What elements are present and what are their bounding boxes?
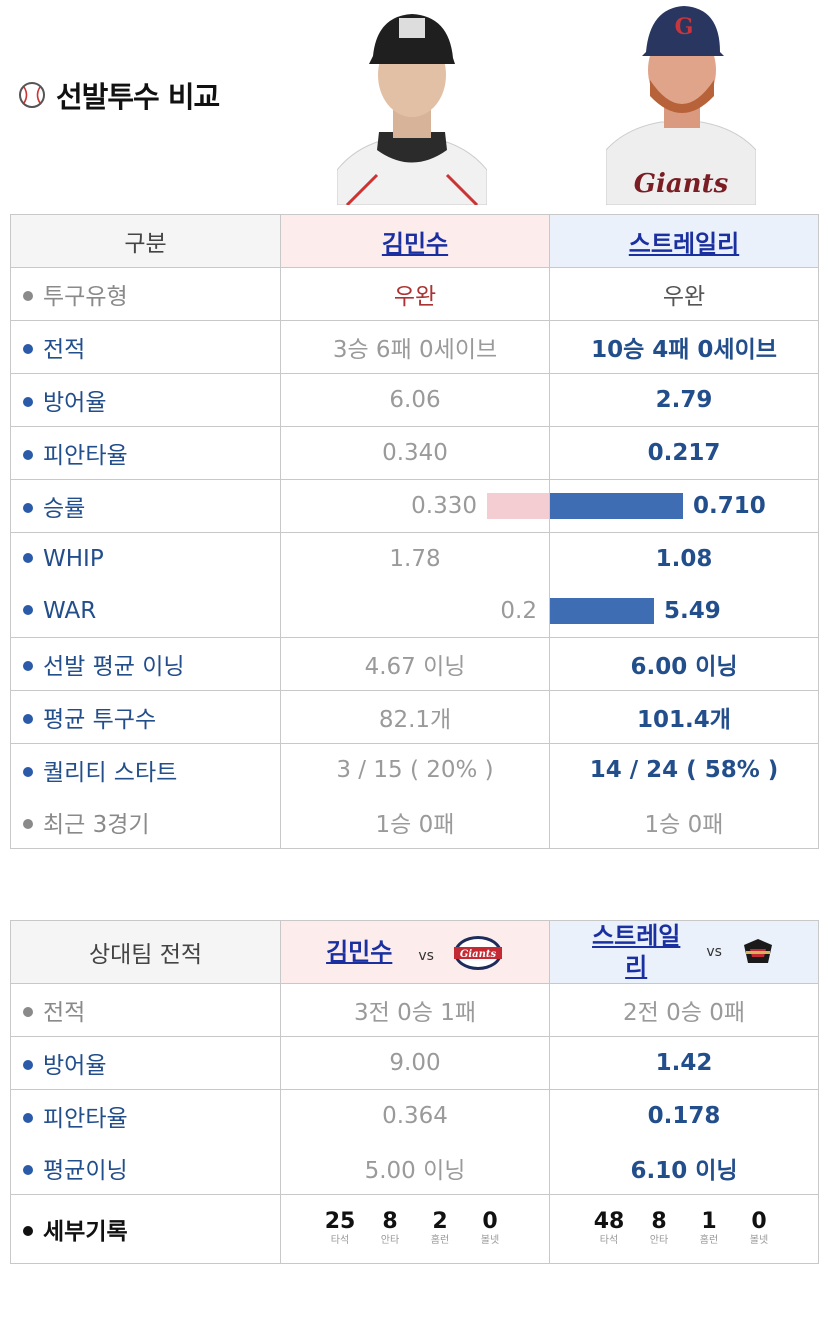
bullet-icon (23, 766, 33, 777)
vs-label: vs (418, 947, 434, 964)
table-row: 투구유형 우완 우완 (10, 267, 819, 321)
table-row: 방어율 9.00 1.42 (10, 1036, 819, 1090)
table-header-row: 상대팀 전적 김민수 vs Giants 스트레일 리 vs (10, 920, 819, 984)
opponent-record-table: 상대팀 전적 김민수 vs Giants 스트레일 리 vs (10, 920, 819, 1264)
table-row: WHIP 1.78 1.08 (10, 532, 819, 585)
svg-text:G: G (675, 14, 694, 40)
table-row: 선발 평균 이닝 4.67 이닝 6.00 이닝 (10, 637, 819, 691)
player2-detail-stats: 48 타석 8 안타 1 홈런 0 볼넷 (593, 1209, 769, 1247)
war-p1-value: 0.2 (500, 598, 537, 624)
bullet-icon (23, 818, 33, 829)
player2-link-line1[interactable]: 스트레일 (592, 922, 681, 950)
player2-link[interactable]: 스트레일리 (628, 229, 740, 258)
bullet-icon (23, 1112, 33, 1123)
bullet-icon (23, 290, 33, 301)
bullet-icon (23, 1006, 33, 1017)
bullet-icon (23, 552, 33, 563)
table-row: 평균 투구수 82.1개 101.4개 (10, 690, 819, 744)
bullet-icon (23, 660, 33, 671)
table-row: 평균이닝 5.00 이닝 6.10 이닝 (10, 1142, 819, 1195)
table-row: WAR 0.2 5.49 (10, 585, 819, 638)
war-p2-value: 5.49 (664, 598, 721, 624)
svg-text:Giants: Giants (634, 169, 729, 199)
table-row: 피안타율 0.364 0.178 (10, 1089, 819, 1142)
bullet-icon (23, 604, 33, 615)
bullet-icon (23, 396, 33, 407)
win-rate-p1-bar (487, 493, 549, 519)
win-rate-p2-value: 0.710 (693, 493, 766, 519)
player1-link[interactable]: 김민수 (326, 937, 393, 966)
pitcher-comparison-table: 구분 김민수 스트레일리 투구유형 우완 우완 전적 3승 6패 0세이브 10… (10, 214, 819, 849)
player1-link[interactable]: 김민수 (381, 229, 449, 258)
table-row: 전적 3승 6패 0세이브 10승 4패 0세이브 (10, 320, 819, 374)
opponent-team-logo-icon (743, 939, 772, 963)
page-title: 선발투수 비교 (56, 80, 220, 114)
win-rate-p1-value: 0.330 (411, 493, 477, 519)
detail-record-row: 세부기록 25 타석 8 안타 2 홈런 0 볼넷 48 타석 8 안타 1 홈런 0 볼넷 (10, 1194, 819, 1264)
bullet-icon (23, 1164, 33, 1175)
player1-detail-stats: 25 타석 8 안타 2 홈런 0 볼넷 (324, 1209, 500, 1247)
table-row: 최근 3경기 1승 0패 1승 0패 (10, 796, 819, 849)
bullet-icon (23, 1059, 33, 1070)
player1-photo (337, 14, 487, 205)
table-row: 피안타율 0.340 0.217 (10, 426, 819, 480)
table-row: 전적 3전 0승 1패 2전 0승 0패 (10, 983, 819, 1037)
bullet-icon (23, 449, 33, 460)
section-title: 선발투수 비교 (18, 74, 220, 116)
bullet-icon (23, 713, 33, 724)
table-header-row: 구분 김민수 스트레일리 (10, 214, 819, 268)
page-header: 선발투수 비교 G Giants (0, 0, 828, 210)
table-row: 승률 0.330 0.710 (10, 479, 819, 533)
vs-label: vs (706, 944, 722, 960)
table-row: 퀄리티 스타트 3 / 15 ( 20% ) 14 / 24 ( 58% ) (10, 743, 819, 796)
bullet-icon (23, 343, 33, 354)
bullet-icon (23, 1225, 33, 1236)
column-label: 상대팀 전적 (10, 920, 281, 984)
player2-photo: G Giants (606, 6, 756, 205)
giants-logo-icon: Giants (453, 936, 502, 971)
svg-text:Giants: Giants (460, 949, 497, 960)
player2-link-line2[interactable]: 리 (625, 953, 648, 981)
win-rate-p2-bar (550, 493, 683, 519)
bullet-icon (23, 502, 33, 513)
table-row: 방어율 6.06 2.79 (10, 373, 819, 427)
war-p2-bar (550, 598, 654, 624)
column-label: 구분 (10, 214, 281, 268)
baseball-icon (19, 82, 45, 108)
